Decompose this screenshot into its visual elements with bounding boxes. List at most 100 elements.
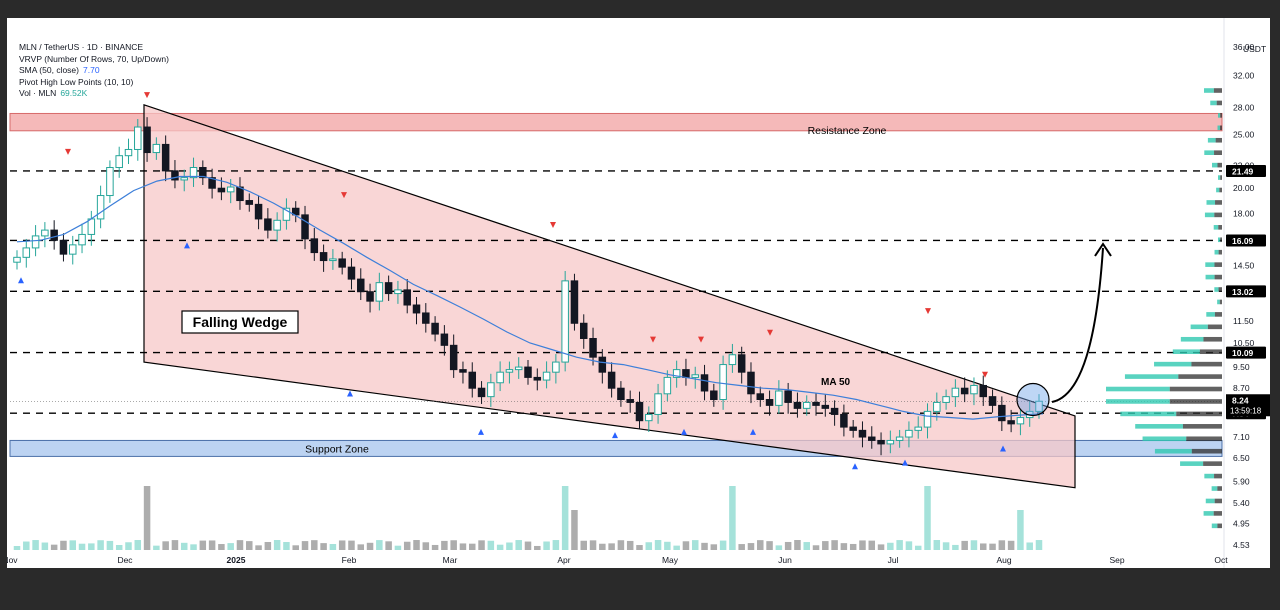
candle-body-99 bbox=[933, 401, 941, 412]
volume-profile-down-12 bbox=[1178, 374, 1222, 379]
candle-body-102 bbox=[960, 387, 969, 395]
candle-body-57 bbox=[542, 371, 551, 381]
candle-body-73 bbox=[691, 374, 699, 378]
y-tick-label-5: 20.00 bbox=[1233, 183, 1255, 193]
volume-profile-down-34 bbox=[1216, 100, 1222, 106]
candle-body-92 bbox=[868, 436, 876, 441]
y-tick-label-18: 5.40 bbox=[1233, 498, 1250, 508]
candle-body-77 bbox=[728, 354, 737, 366]
candle-body-17 bbox=[171, 170, 179, 181]
volume-bar-104 bbox=[980, 543, 987, 550]
volume-bar-17 bbox=[171, 540, 179, 550]
volume-bar-75 bbox=[710, 544, 718, 550]
candle-body-84 bbox=[793, 401, 802, 409]
volume-bar-95 bbox=[896, 540, 903, 550]
currency-label[interactable]: USDT bbox=[1243, 44, 1267, 54]
candle-body-63 bbox=[598, 356, 607, 373]
volume-indicator[interactable]: Vol · MLN 69.52K bbox=[19, 88, 169, 100]
volume-bar-103 bbox=[970, 540, 978, 550]
y-tick-label-8: 14.50 bbox=[1233, 260, 1255, 270]
volume-profile-down-31 bbox=[1215, 137, 1222, 143]
sma-indicator[interactable]: SMA (50, close) 7.70 bbox=[19, 65, 169, 77]
symbol-line[interactable]: MLN / TetherUS · 1D · BINANCE bbox=[19, 42, 144, 52]
volume-bar-43 bbox=[413, 540, 420, 550]
candle-body-60 bbox=[570, 280, 579, 324]
vrvp-indicator[interactable]: VRVP (Number Of Rows, 70, Up/Down) bbox=[19, 54, 169, 66]
volume-profile-up-33 bbox=[1218, 113, 1221, 118]
volume-bar-4 bbox=[50, 544, 58, 550]
volume-profile-up-10 bbox=[1106, 399, 1170, 404]
candle-body-110 bbox=[1035, 400, 1043, 412]
volume-profile-up-26 bbox=[1206, 200, 1216, 205]
volume-profile-down-23 bbox=[1220, 237, 1222, 243]
candle-body-40 bbox=[384, 282, 393, 295]
candle-body-56 bbox=[533, 376, 542, 381]
candle-body-81 bbox=[765, 399, 774, 406]
volume-profile-down-7 bbox=[1186, 436, 1222, 442]
volume-bar-69 bbox=[654, 540, 662, 550]
volume-profile-up-17 bbox=[1206, 312, 1215, 317]
volume-profile-up-0 bbox=[1211, 523, 1218, 529]
volume-profile-up-14 bbox=[1172, 349, 1200, 355]
candle-body-82 bbox=[775, 390, 783, 406]
volume-bar-97 bbox=[914, 545, 922, 550]
volume-bar-100 bbox=[942, 542, 950, 550]
volume-bar-82 bbox=[775, 545, 783, 550]
price-badge-3 bbox=[1226, 346, 1266, 359]
volume-bar-67 bbox=[636, 545, 643, 550]
pivot-high-marker-5 bbox=[698, 336, 704, 343]
volume-bar-106 bbox=[998, 540, 1006, 550]
volume-profile-up-7 bbox=[1142, 436, 1187, 442]
volume-bar-33 bbox=[320, 543, 327, 550]
volume-bar-12 bbox=[125, 542, 132, 550]
volume-profile-up-6 bbox=[1154, 448, 1192, 454]
volume-bar-86 bbox=[812, 545, 820, 550]
candle-body-6 bbox=[68, 244, 77, 255]
volume-profile-down-17 bbox=[1214, 312, 1222, 317]
vrvp-label: VRVP (Number Of Rows, 70, Up/Down) bbox=[19, 53, 169, 64]
volume-profile-down-16 bbox=[1207, 324, 1222, 330]
volume-profile-down-27 bbox=[1219, 187, 1222, 193]
y-tick-label-10: 11.50 bbox=[1233, 316, 1254, 326]
candle-body-0 bbox=[13, 256, 21, 263]
volume-profile-up-18 bbox=[1217, 299, 1220, 305]
breakout-circle bbox=[1016, 382, 1050, 417]
volume-label: Vol · MLN bbox=[19, 88, 57, 98]
volume-bar-87 bbox=[822, 541, 829, 550]
volume-bar-58 bbox=[552, 540, 560, 550]
candle-body-98 bbox=[923, 410, 932, 428]
volume-bar-31 bbox=[301, 541, 309, 550]
volume-profile-up-32 bbox=[1217, 125, 1220, 131]
candle-body-3 bbox=[41, 229, 49, 237]
volume-bar-102 bbox=[961, 540, 968, 550]
candle-body-25 bbox=[245, 200, 254, 205]
volume-bar-78 bbox=[738, 544, 745, 550]
candle-body-62 bbox=[589, 337, 597, 358]
volume-bar-90 bbox=[849, 543, 857, 550]
volume-bar-57 bbox=[543, 541, 550, 550]
price-chart[interactable]: Resistance Zone Support Zone Falling Wedge… bbox=[7, 18, 1270, 568]
candle-body-22 bbox=[217, 187, 226, 193]
volume-bar-62 bbox=[589, 540, 597, 550]
candle-body-106 bbox=[998, 404, 1006, 422]
projection-arrow bbox=[1051, 247, 1104, 403]
volume-bar-1 bbox=[23, 541, 30, 550]
pivot-high-marker-7 bbox=[925, 308, 931, 315]
volume-bar-99 bbox=[933, 540, 941, 550]
pivot-indicator[interactable]: Pivot High Low Points (10, 10) bbox=[19, 77, 169, 89]
x-tick-label-7: Jun bbox=[778, 555, 792, 565]
y-tick-label-12: 9.50 bbox=[1233, 362, 1250, 372]
volume-bar-59 bbox=[561, 486, 569, 550]
ma-label: MA 50 bbox=[821, 377, 851, 388]
volume-bar-16 bbox=[162, 541, 169, 550]
volume-bar-50 bbox=[478, 540, 485, 550]
volume-profile-up-31 bbox=[1207, 137, 1216, 143]
volume-bar-2 bbox=[32, 540, 39, 550]
y-tick-label-20: 4.53 bbox=[1233, 540, 1250, 550]
candle-body-79 bbox=[747, 371, 755, 395]
x-tick-label-5: Apr bbox=[557, 555, 570, 565]
candle-body-15 bbox=[152, 143, 161, 154]
pivot-high-marker-8 bbox=[982, 371, 988, 378]
candle-body-85 bbox=[802, 401, 811, 409]
candle-body-5 bbox=[59, 239, 68, 255]
